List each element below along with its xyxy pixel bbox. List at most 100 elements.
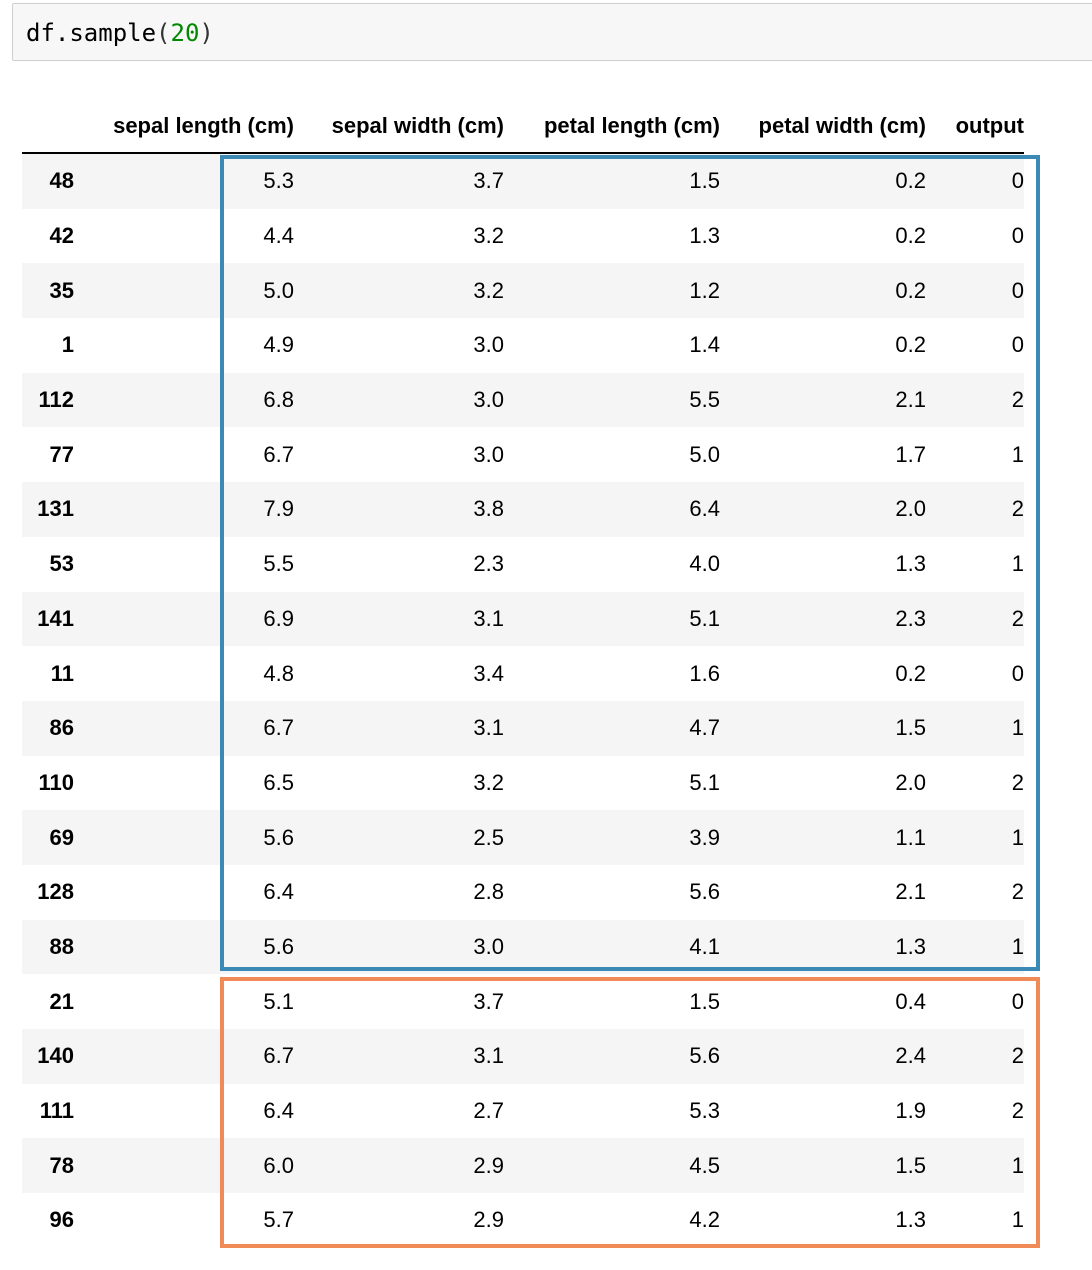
table-cell: 5.6	[263, 824, 294, 850]
table-cell: 1.7	[895, 441, 926, 467]
row-index: 112	[38, 387, 75, 413]
table-row: 96 5.7 2.9 4.2 1.3 1	[22, 1193, 1024, 1248]
code-line: df.sample(20)	[26, 18, 214, 48]
table-cell: 2.1	[895, 387, 926, 413]
row-index: 21	[49, 988, 74, 1014]
table-cell: 3.2	[473, 277, 504, 303]
table-cell: 1.3	[895, 1207, 926, 1233]
table-cell: 6.7	[263, 441, 294, 467]
table-cell: 5.3	[689, 1098, 720, 1124]
table-cell: 3.0	[473, 332, 504, 358]
table-cell: 3.1	[473, 605, 504, 631]
table-cell: 1	[1011, 715, 1024, 741]
dataframe-output: sepal length (cm) sepal width (cm) petal…	[22, 100, 1024, 1248]
table-cell: 3.8	[473, 496, 504, 522]
table-cell: 2.8	[473, 879, 504, 905]
table-cell: 1.3	[895, 551, 926, 577]
table-row: 86 6.7 3.1 4.7 1.5 1	[22, 700, 1024, 756]
table-cell: 4.4	[263, 223, 294, 249]
table-cell: 1.3	[689, 223, 720, 249]
table-cell: 3.0	[473, 933, 504, 959]
table-cell: 1.4	[689, 332, 720, 358]
table-cell: 1.5	[895, 1152, 926, 1178]
table-row: 1 4.9 3.0 1.4 0.2 0	[22, 318, 1024, 373]
table-cell: 0.2	[895, 277, 926, 303]
code-close-paren: )	[199, 19, 214, 47]
code-open-paren: (	[156, 19, 171, 47]
table-cell: 1	[1011, 1207, 1024, 1233]
table-cell: 3.7	[473, 168, 504, 194]
table-cell: 2	[1011, 1043, 1024, 1069]
table-row: 11 4.8 3.4 1.6 0.2 0	[22, 646, 1024, 701]
row-index: 78	[49, 1152, 74, 1178]
row-index: 42	[49, 223, 74, 249]
table-cell: 6.5	[263, 769, 294, 795]
column-header: sepal length (cm)	[74, 100, 294, 154]
table-cell: 4.7	[689, 715, 720, 741]
table-cell: 1	[1011, 933, 1024, 959]
table-cell: 1	[1011, 1152, 1024, 1178]
table-cell: 6.8	[263, 387, 294, 413]
row-index: 35	[49, 277, 74, 303]
table-row: 53 5.5 2.3 4.0 1.3 1	[22, 536, 1024, 592]
table-cell: 2.9	[473, 1152, 504, 1178]
table-cell: 1.5	[689, 168, 720, 194]
table-cell: 3.0	[473, 387, 504, 413]
table-row: 77 6.7 3.0 5.0 1.7 1	[22, 427, 1024, 483]
row-index: 128	[37, 879, 74, 905]
table-row: 111 6.4 2.7 5.3 1.9 2	[22, 1083, 1024, 1139]
table-cell: 0.4	[895, 988, 926, 1014]
table-cell: 1	[1011, 441, 1024, 467]
table-cell: 4.0	[689, 551, 720, 577]
table-cell: 5.3	[263, 168, 294, 194]
table-cell: 1.3	[895, 933, 926, 959]
row-index: 131	[37, 496, 74, 522]
table-header: sepal length (cm) sepal width (cm) petal…	[22, 100, 1024, 154]
table-cell: 3.9	[689, 824, 720, 850]
table-cell: 1.5	[895, 715, 926, 741]
table-cell: 1.5	[689, 988, 720, 1014]
table-cell: 3.4	[473, 660, 504, 686]
table-cell: 6.4	[263, 1098, 294, 1124]
table-cell: 0.2	[895, 168, 926, 194]
table-cell: 0.2	[895, 332, 926, 358]
table-cell: 7.9	[263, 496, 294, 522]
table-row: 35 5.0 3.2 1.2 0.2 0	[22, 263, 1024, 319]
table-cell: 6.4	[689, 496, 720, 522]
table-row: 88 5.6 3.0 4.1 1.3 1	[22, 919, 1024, 975]
table-cell: 4.9	[263, 332, 294, 358]
table-cell: 4.8	[263, 660, 294, 686]
table-cell: 1.6	[689, 660, 720, 686]
table-cell: 4.2	[689, 1207, 720, 1233]
table-row: 141 6.9 3.1 5.1 2.3 2	[22, 591, 1024, 647]
table-cell: 0	[1011, 277, 1024, 303]
table-row: 48 5.3 3.7 1.5 0.2 0	[22, 153, 1024, 209]
table-cell: 0	[1011, 660, 1024, 686]
table-cell: 3.0	[473, 441, 504, 467]
table-cell: 1.1	[895, 824, 926, 850]
table-row: 128 6.4 2.8 5.6 2.1 2	[22, 864, 1024, 920]
table-row: 110 6.5 3.2 5.1 2.0 2	[22, 755, 1024, 811]
row-index: 141	[37, 605, 74, 631]
table-body: 48 5.3 3.7 1.5 0.2 0 42 4.4 3.2 1.3 0.2 0 35 5.0 3.2 1.…	[22, 153, 1024, 1248]
table-cell: 4.1	[689, 933, 720, 959]
table-cell: 5.6	[263, 933, 294, 959]
table-cell: 5.1	[689, 769, 720, 795]
column-header: petal length (cm)	[504, 100, 720, 154]
table-cell: 6.0	[263, 1152, 294, 1178]
table-cell: 3.1	[473, 715, 504, 741]
table-cell: 5.5	[689, 387, 720, 413]
table-cell: 0	[1011, 332, 1024, 358]
row-index: 140	[37, 1043, 74, 1069]
table-cell: 5.0	[689, 441, 720, 467]
table-cell: 6.7	[263, 1043, 294, 1069]
table-cell: 5.6	[689, 879, 720, 905]
table-cell: 2	[1011, 1098, 1024, 1124]
table-cell: 0	[1011, 988, 1024, 1014]
table-cell: 1	[1011, 551, 1024, 577]
table-cell: 2.3	[473, 551, 504, 577]
row-index: 53	[49, 551, 74, 577]
table-cell: 3.2	[473, 223, 504, 249]
code-cell-input[interactable]: df.sample(20)	[12, 3, 1092, 61]
dataframe-table: sepal length (cm) sepal width (cm) petal…	[22, 100, 1024, 1248]
